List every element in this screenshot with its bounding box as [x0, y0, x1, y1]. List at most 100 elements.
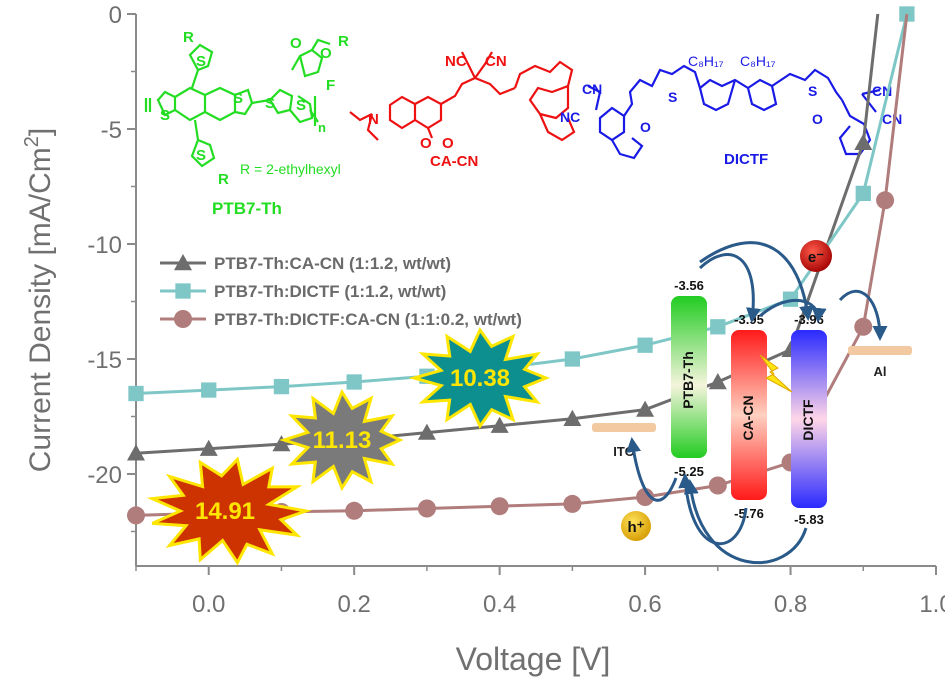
electron-icon	[800, 240, 832, 272]
ptb7-th-name: PTB7-Th	[212, 199, 282, 218]
atom-o-1: O	[290, 35, 302, 52]
dictf-bar-label: DICTF	[800, 399, 816, 441]
ca-cn-bar-label: CA-CN	[740, 395, 756, 440]
electron-label: e⁻	[808, 249, 824, 266]
pce-dictf: 10.38	[450, 365, 510, 392]
data-point	[855, 185, 871, 202]
data-point	[346, 374, 362, 390]
atom-r-bottom: R	[218, 171, 229, 188]
atom-r-top: R	[183, 29, 194, 46]
ptb7-th-atom-labels: R R S S S S S S O O R F n R = 2-ethylhex…	[160, 29, 349, 218]
data-point	[201, 382, 217, 398]
x-ticks: 0.0 0.2 0.4 0.6 0.8 1.0	[135, 566, 945, 618]
arrow-electron-1	[698, 253, 761, 323]
atom-s-2: S	[196, 147, 206, 164]
legend: PTB7-Th:CA-CN (1:1.2, wt/wt) PTB7-Th:DICT…	[160, 254, 522, 329]
atom-s-dictf-1: S	[668, 89, 677, 105]
data-point	[782, 291, 799, 307]
ca-cn-name: CA-CN	[430, 153, 478, 170]
atom-o-right: O	[812, 111, 823, 127]
data-point	[199, 439, 218, 456]
transfer-arrows	[626, 241, 888, 565]
atom-o-keto: O	[442, 135, 454, 152]
data-point	[417, 499, 436, 518]
atom-c8-1: C₈H₁₇	[688, 53, 724, 69]
atom-r-ester: R	[338, 33, 349, 50]
ito-electrode	[592, 423, 656, 432]
data-point	[272, 435, 291, 452]
data-point	[854, 317, 873, 336]
x-tick-label: 0.6	[628, 591, 661, 618]
atom-s-5: S	[265, 95, 275, 112]
y-tick-label: -5	[101, 117, 122, 144]
al-electrode	[848, 346, 912, 355]
ca-cn-homo: -5.76	[734, 506, 764, 521]
energy-level-diagram: ITO Al PTB7-Th CA-CN DICTF -3.56 -5.25 -…	[592, 240, 912, 565]
burst-shape-dictf	[408, 327, 550, 429]
y-tick-label: -10	[87, 232, 122, 259]
x-tick-label: 0.2	[337, 591, 370, 618]
x-tick-label: 0.0	[192, 591, 225, 618]
ca-cn-structure	[349, 51, 576, 142]
series-line	[135, 13, 909, 395]
ptb7-th-level-bar	[671, 296, 707, 458]
data-point	[175, 283, 191, 299]
atom-s-3: S	[160, 107, 170, 124]
data-point	[708, 373, 727, 390]
data-point	[174, 254, 192, 271]
data-point	[490, 416, 509, 433]
legend-label: PTB7-Th:DICTF (1:1.2, wt/wt)	[214, 282, 446, 301]
atom-c8-2: C₈H₁₇	[740, 53, 776, 69]
data-point	[563, 494, 582, 513]
data-point	[490, 497, 509, 516]
pce-blend: 14.91	[195, 498, 255, 525]
y-ticks: 0 -5 -10 -15 -20	[87, 2, 136, 533]
data-point	[636, 400, 655, 417]
x-tick-label: 0.4	[483, 591, 516, 618]
hole-icon	[621, 511, 651, 541]
y-axis-label-end: ]	[24, 128, 57, 136]
y-tick-label: -15	[87, 347, 122, 374]
y-axis-label-main: Current Density [mA/Cm	[24, 147, 57, 472]
y-tick-label: -20	[87, 462, 122, 489]
ptb7-th-bar-label: PTB7-Th	[680, 351, 696, 409]
pce-ca-cn: 11.13	[313, 427, 372, 454]
data-point	[127, 444, 145, 461]
ptb7-th-lumo: -3.56	[674, 278, 704, 293]
data-point	[417, 423, 436, 440]
atom-s-6: S	[296, 97, 306, 114]
ptb7-th-homo: -5.25	[674, 464, 704, 479]
atom-s-1: S	[196, 53, 206, 70]
burst-shape-ca-cn	[279, 388, 404, 492]
hole-label: h⁺	[627, 519, 644, 536]
ca-cn-level-bar	[731, 330, 767, 500]
x-tick-label: 0.8	[774, 591, 807, 618]
y-tick-label: 0	[109, 2, 122, 29]
data-point	[854, 133, 873, 150]
dictf-structure	[587, 64, 881, 160]
y-axis-label-sup: 2	[21, 136, 43, 147]
lightning-icon	[759, 354, 793, 393]
data-point	[637, 337, 653, 353]
data-point	[564, 351, 581, 367]
data-point	[876, 191, 895, 210]
atom-o-ring: O	[420, 135, 432, 152]
atom-s-4: S	[233, 90, 243, 107]
ptb7-th-structure	[144, 38, 331, 168]
data-point	[345, 501, 364, 520]
atom-f: F	[326, 77, 335, 94]
arrow-electron-al	[838, 289, 888, 341]
dictf-atom-labels: CN NC O C₈H₁₇ C₈H₁₇ S S O CN CN DICTF	[560, 53, 902, 168]
pce-burst-ca-cn: 11.13	[279, 388, 404, 492]
ptb7-r-note: R = 2-ethylhexyl	[240, 161, 341, 177]
atom-o-2: O	[320, 45, 332, 62]
burst-shape-blend	[146, 456, 312, 566]
atom-cn: CN	[485, 53, 507, 70]
dictf-level-bar	[791, 330, 827, 508]
pce-burst-dictf: 10.38	[408, 327, 550, 429]
data-point	[899, 6, 915, 22]
arrow-electron-3	[759, 298, 827, 323]
al-label: Al	[874, 364, 887, 379]
data-point	[174, 310, 192, 328]
